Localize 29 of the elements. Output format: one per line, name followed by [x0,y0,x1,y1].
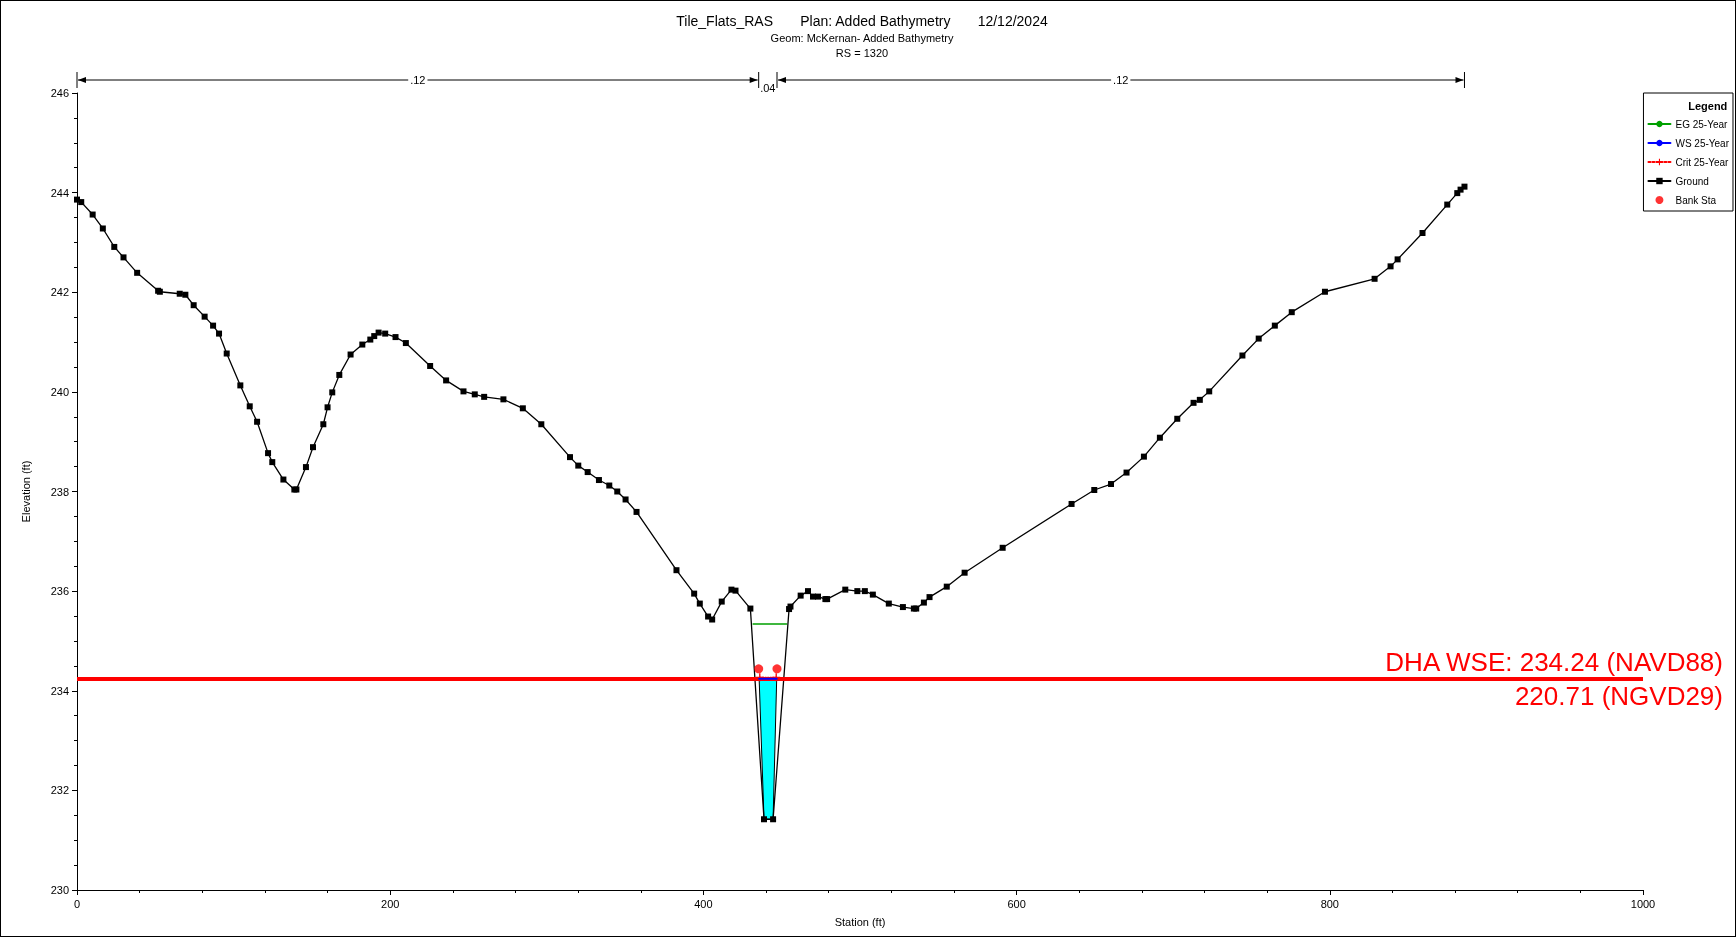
legend-label: EG 25-Year [1675,118,1729,130]
text: .12 [1113,74,1129,86]
legend-title: Legend [1688,100,1728,112]
y-tick-label: 238 [50,485,69,498]
x-tick-label: 400 [694,897,713,910]
text: .12 [410,74,426,86]
x-tick-label: 800 [1320,897,1339,910]
y-tick-label: 232 [50,784,69,797]
x-tick-label: 600 [1007,897,1026,910]
x-axis-title: Station (ft) [834,915,886,928]
y-tick-label: 246 [50,87,69,99]
y-axis-title: Elevation (ft) [19,460,32,523]
x-tick-label: 1000 [1630,897,1656,910]
y-tick-label: 244 [50,186,69,199]
annotation: .04 [760,81,776,94]
legend-label: Ground [1675,175,1709,187]
y-tick-label: 234 [50,684,69,697]
chart-subtitle: Geom: McKernan- Added Bathymetry RS = 1320 [770,31,954,59]
legend-label: Bank Sta [1675,194,1717,206]
y-tick-label: 240 [50,385,69,398]
y-tick-label: 236 [50,585,69,598]
x-tick-label: 0 [73,897,81,910]
ref-line-label: DHA WSE: 234.24 (NAVD88) 220.71 (NGVD29) [1385,646,1723,711]
y-tick-label: 242 [50,286,69,299]
y-tick-label: 230 [50,884,69,896]
x-tick-label: 200 [381,897,400,910]
legend-label: Crit 25-Year [1675,156,1730,168]
chart-title: Tile_Flats_RAS Plan: Added Bathymetry 12/12/2024 [676,13,1048,29]
legend-label: WS 25-Year [1675,137,1730,149]
